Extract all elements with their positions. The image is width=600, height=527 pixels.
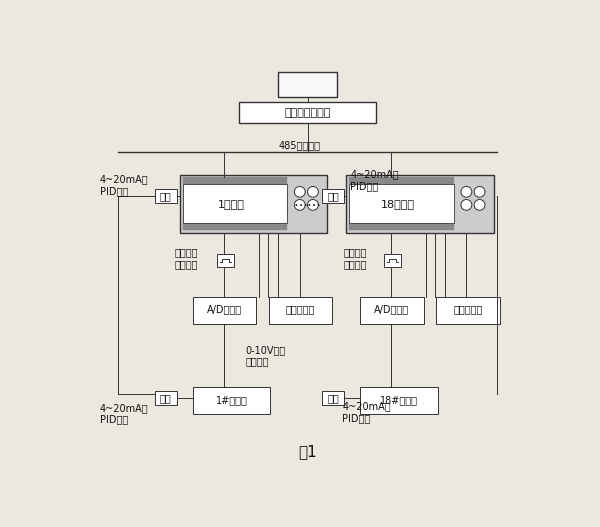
Bar — [346, 175, 493, 232]
Text: 4~20mA的
PID调节: 4~20mA的 PID调节 — [100, 174, 148, 196]
Circle shape — [295, 200, 305, 210]
Text: 1#变频器: 1#变频器 — [215, 395, 247, 405]
Bar — [155, 189, 176, 202]
Bar — [384, 254, 401, 267]
Text: 现场监控计算机: 现场监控计算机 — [284, 108, 331, 118]
Bar — [349, 177, 454, 184]
Circle shape — [308, 187, 319, 197]
Bar — [193, 297, 256, 324]
Text: 输出: 输出 — [327, 191, 339, 201]
Text: 荷重传感器: 荷重传感器 — [453, 305, 482, 315]
Bar — [278, 73, 337, 97]
Text: 速度脉冲
数字信号: 速度脉冲 数字信号 — [344, 247, 367, 269]
Text: 输入: 输入 — [327, 393, 339, 403]
Text: 485通讯总线: 485通讯总线 — [279, 141, 321, 151]
Text: 4~20mA的
PID调节: 4~20mA的 PID调节 — [343, 401, 391, 423]
Bar — [217, 254, 234, 267]
Bar — [269, 297, 332, 324]
Bar — [155, 391, 176, 405]
Bar — [349, 223, 454, 230]
Bar — [322, 391, 344, 405]
Bar — [183, 223, 287, 230]
Bar — [239, 102, 376, 123]
Circle shape — [474, 187, 485, 197]
Circle shape — [308, 200, 319, 210]
Text: 4~20mA的
PID调节: 4~20mA的 PID调节 — [350, 170, 399, 191]
Circle shape — [461, 187, 472, 197]
Circle shape — [461, 200, 472, 210]
Bar — [349, 184, 454, 223]
Text: 速度脉冲
数字信号: 速度脉冲 数字信号 — [175, 247, 199, 269]
Bar — [322, 189, 344, 202]
Circle shape — [474, 200, 485, 210]
Bar — [436, 297, 500, 324]
Bar — [360, 387, 438, 414]
Text: A/D变送器: A/D变送器 — [207, 305, 242, 315]
Circle shape — [295, 187, 305, 197]
Text: A/D变送器: A/D变送器 — [374, 305, 410, 315]
Bar — [183, 177, 287, 184]
Text: 图1: 图1 — [298, 445, 317, 460]
Text: 1＃仪表: 1＃仪表 — [218, 199, 245, 209]
Text: 输入: 输入 — [160, 393, 172, 403]
Text: 4~20mA的
PID调节: 4~20mA的 PID调节 — [100, 403, 148, 424]
Text: 输出: 输出 — [160, 191, 172, 201]
Bar — [193, 387, 271, 414]
Text: ……: …… — [293, 195, 322, 209]
Text: 0-10V速度
模拟信号: 0-10V速度 模拟信号 — [245, 345, 286, 367]
Text: 18＃仪表: 18＃仪表 — [381, 199, 415, 209]
Bar — [360, 297, 424, 324]
Bar — [183, 184, 287, 223]
Bar — [179, 175, 327, 232]
Text: 荷重传感器: 荷重传感器 — [286, 305, 315, 315]
Text: 18#变频器: 18#变频器 — [380, 395, 418, 405]
